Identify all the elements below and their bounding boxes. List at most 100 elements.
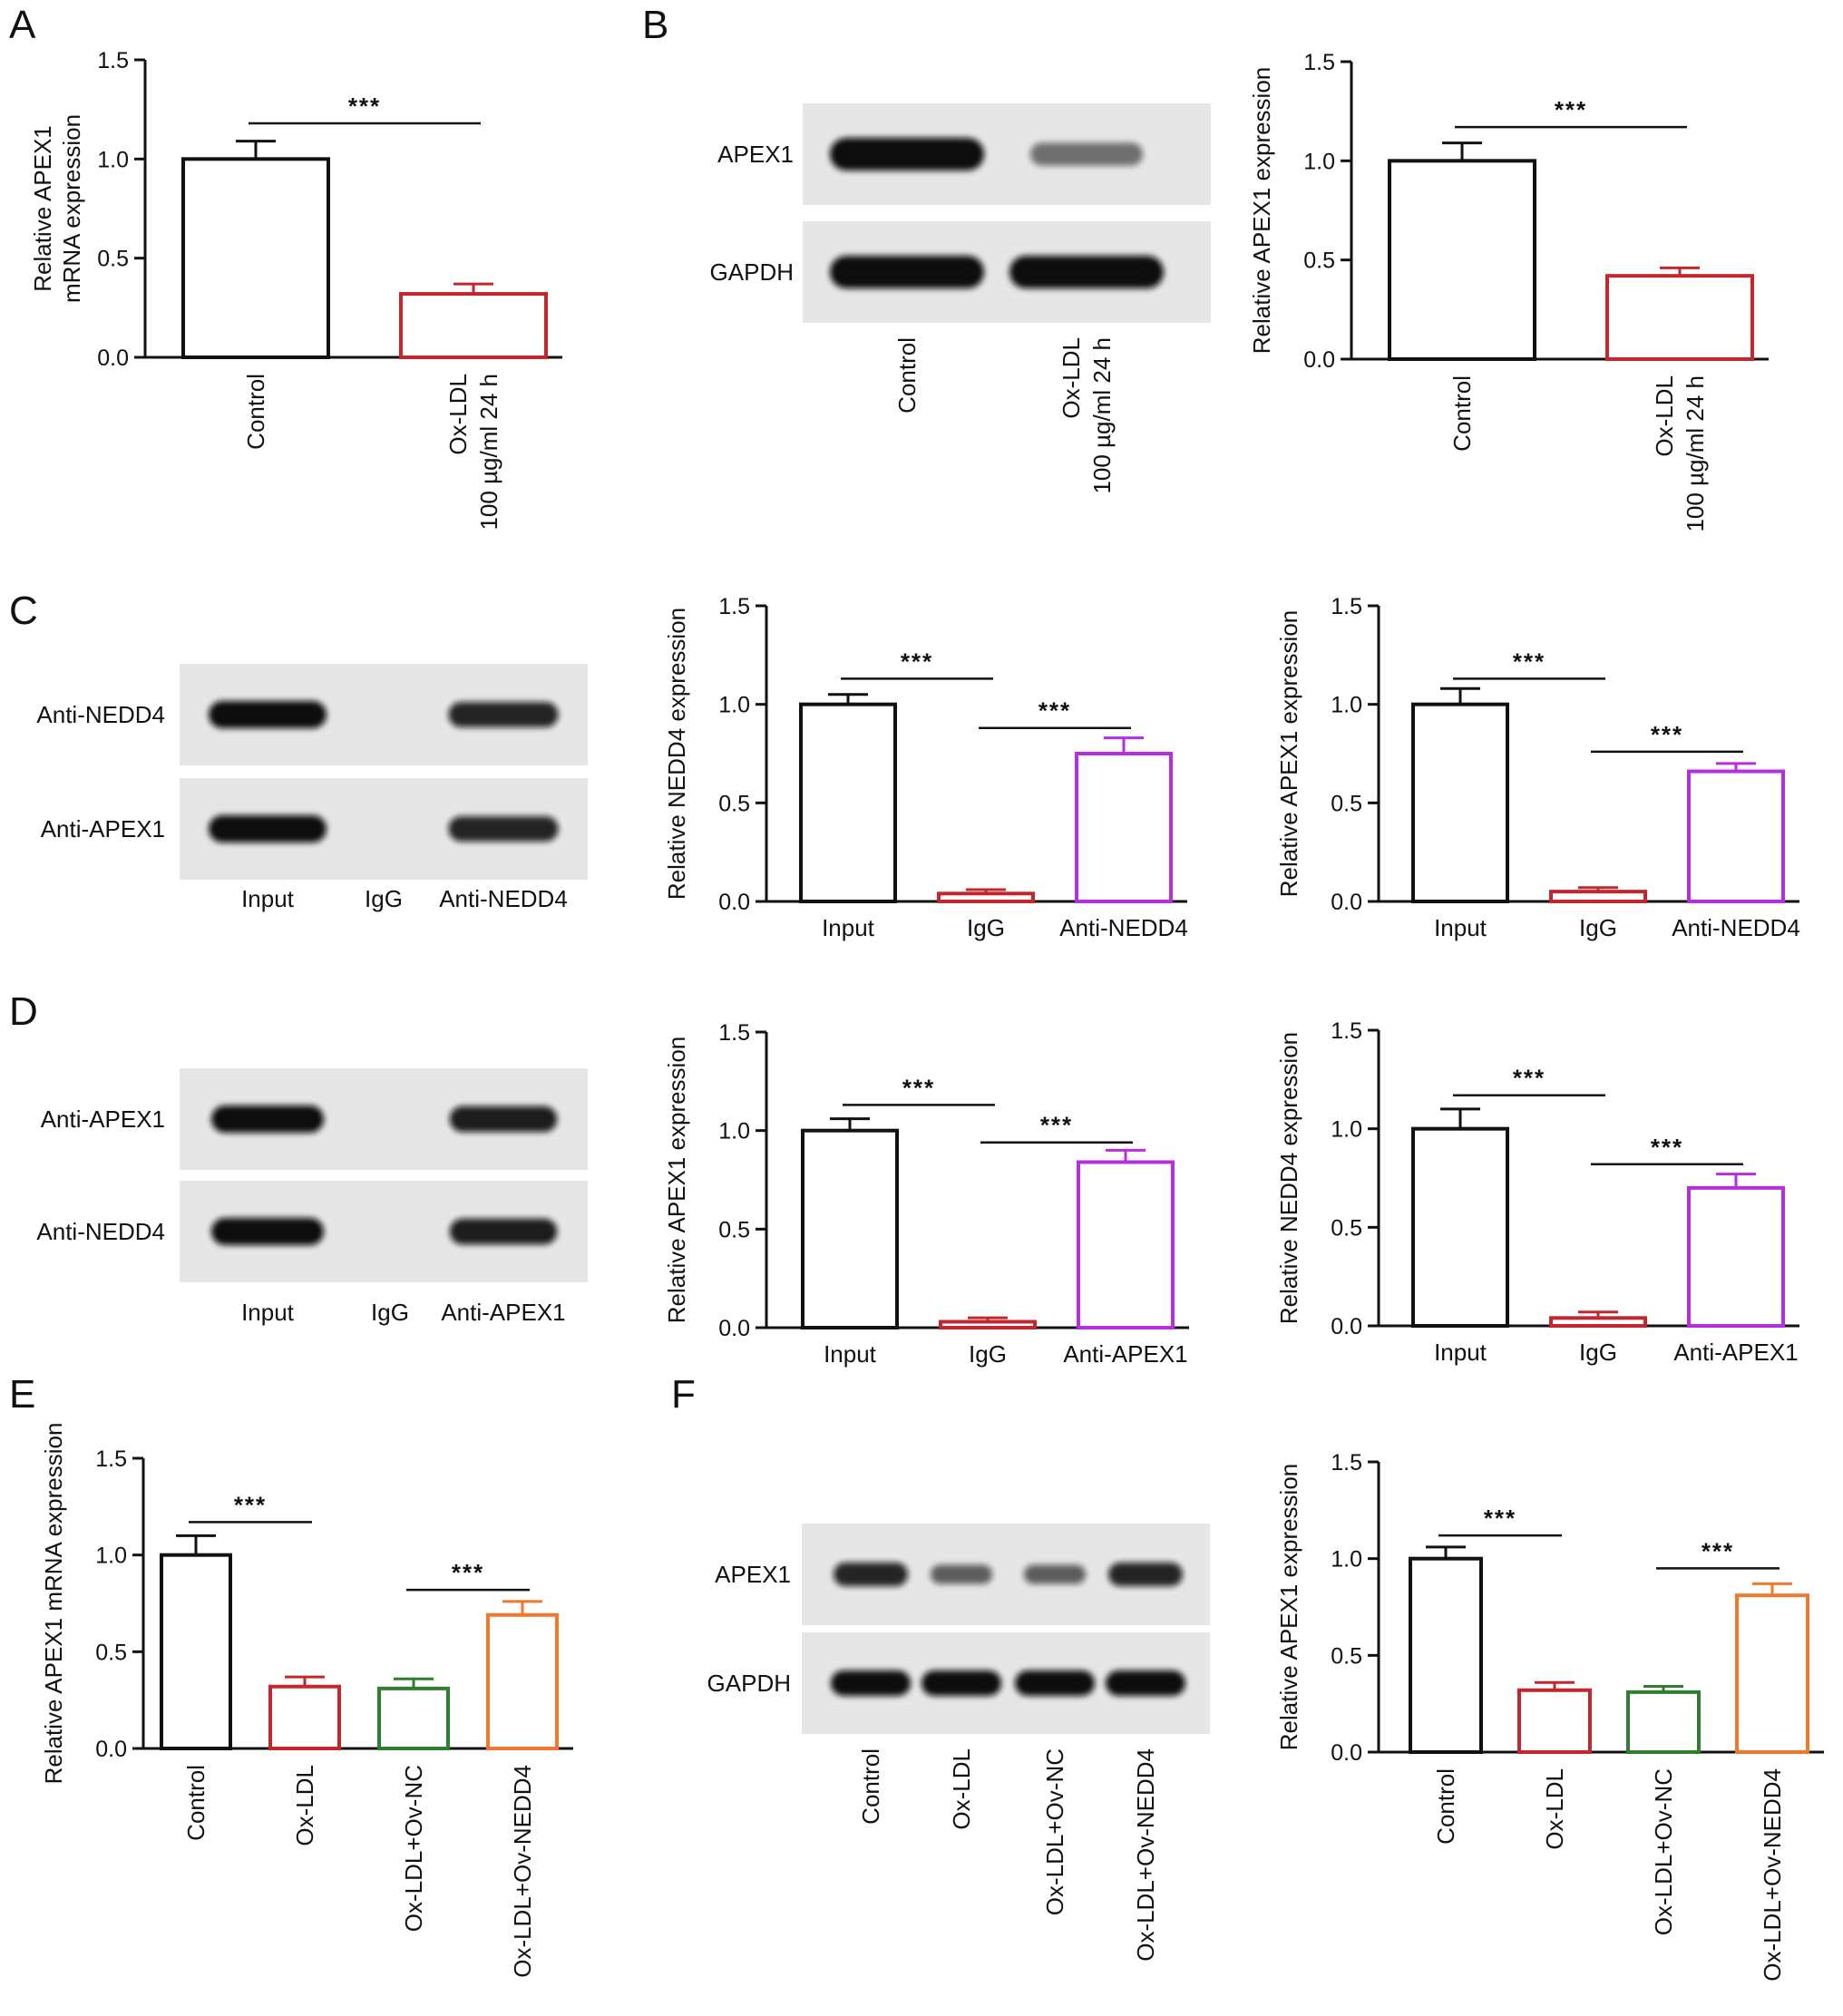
chart-a-y-tick-label: 0.0 [97, 346, 129, 371]
blot-f-band [922, 1670, 1001, 1696]
chart-c1-category-label: Input [822, 914, 875, 941]
chart-d1-y-tick-label: 0.5 [718, 1217, 750, 1242]
chart-c2-category-label: IgG [1579, 914, 1617, 941]
chart-a-significance-label: *** [348, 93, 381, 120]
blot-d-band [449, 1218, 558, 1245]
chart-a-y-axis-title-line: mRNA expression [58, 114, 85, 303]
blot-b-lane-label-line: Ox-LDL [1058, 337, 1085, 419]
chart-b-category-label-line: Control [1448, 375, 1476, 452]
chart-d2-bar [1549, 1316, 1647, 1328]
blot-f-lane-label: Control [857, 1748, 884, 1825]
chart-f-significance-label: *** [1702, 1537, 1734, 1564]
chart-b-category-label-line: Ox-LDL [1651, 375, 1678, 457]
blot-d-row-label: Anti-APEX1 [41, 1105, 165, 1133]
chart-c2-bar [1687, 769, 1785, 903]
chart-a-y-tick-label: 1.5 [97, 48, 129, 73]
blot-c-band [209, 815, 327, 842]
chart-d1-bar [801, 1128, 899, 1329]
panel-letters: A B C D E F [9, 3, 696, 1417]
chart-d1-category-label: Anti-APEX1 [1063, 1340, 1187, 1368]
blot-f-lane-label: Ox-LDL+Ov-NC [1041, 1748, 1068, 1915]
chart-d2-bar [1411, 1126, 1509, 1328]
blot-d-lane-label: IgG [371, 1299, 409, 1326]
blot-f-band [1106, 1670, 1185, 1696]
chart-b-bar [1388, 159, 1536, 361]
blot-d-band [211, 1105, 324, 1133]
chart-f: 0.0 0.5 1.0 1.5 Relative APEX1 expression Con… [1275, 1450, 1824, 1982]
blot-f-band [1107, 1563, 1184, 1586]
chart-e-y-tick-label: 1.0 [95, 1544, 127, 1569]
chart-e-y-axis-title-line: Relative APEX1 mRNA expression [40, 1423, 67, 1785]
blot-b-band [1029, 142, 1144, 166]
blot-f-lane-label-line: Control [857, 1748, 884, 1825]
blot-c-lane-label: IgG [365, 885, 403, 912]
chart-e-category-label: Ox-LDL+Ov-NEDD4 [509, 1765, 536, 1978]
chart-e-category-label-line: Control [182, 1765, 210, 1841]
chart-f-bar [1409, 1556, 1483, 1754]
chart-b-y-tick-label: 0.0 [1303, 347, 1335, 373]
chart-c2-y-tick-label: 0.0 [1331, 890, 1362, 915]
chart-e-y-tick-label: 0.0 [95, 1737, 127, 1762]
chart-f-significance-label: *** [1484, 1505, 1516, 1532]
blot-c-lane-label: Anti-NEDD4 [439, 885, 568, 912]
blot-b-lane-label-line: 100 µg/ml 24 h [1088, 337, 1116, 494]
chart-d2-category-label: Anti-APEX1 [1673, 1339, 1798, 1366]
chart-e-y-tick-label: 0.5 [95, 1640, 127, 1665]
chart-a-category-label-line: Control [242, 374, 269, 450]
chart-d2-y-tick-label: 0.0 [1331, 1314, 1362, 1339]
chart-c1-y-axis-title-line: Relative NEDD4 expression [663, 608, 690, 900]
chart-c1-y-tick-label: 1.0 [718, 693, 750, 718]
chart-c1-y-axis-title: Relative NEDD4 expression [663, 608, 690, 900]
panel-letter-e: E [9, 1372, 35, 1417]
chart-f-category-label: Control [1432, 1768, 1459, 1845]
blot-f: APEX1 GAPDH Control Ox-LDL Ox-LDL+Ov-NC Ox-LD… [707, 1524, 1210, 1962]
chart-c2-y-tick-label: 0.5 [1331, 791, 1362, 816]
chart-f-category-label: Ox-LDL+Ov-NC [1650, 1768, 1677, 1935]
chart-f-category-label-line: Ox-LDL+Ov-NEDD4 [1759, 1768, 1786, 1982]
chart-c1-significance-label: *** [901, 648, 933, 675]
chart-d1: 0.0 0.5 1.0 1.5 Relative APEX1 expression Inp… [663, 1020, 1189, 1368]
blot-b-row-label: GAPDH [710, 258, 794, 286]
chart-e-bar [160, 1553, 232, 1750]
chart-e-category-label-line: Ox-LDL [291, 1765, 318, 1846]
blot-f-band [1015, 1670, 1095, 1696]
blot-b-lane-label-line: Control [893, 337, 921, 414]
chart-b-category-label: Ox-LDL 100 µg/ml 24 h [1651, 375, 1709, 532]
chart-a-category-label: Ox-LDL 100 µg/ml 24 h [444, 374, 502, 531]
chart-f-category-label-line: Control [1432, 1768, 1459, 1845]
chart-c1-category-label: IgG [967, 914, 1005, 941]
chart-b-bar [1605, 274, 1754, 361]
chart-b-category-label: Control [1448, 375, 1476, 452]
chart-d1-y-tick-label: 1.5 [718, 1020, 750, 1046]
chart-d2-y-tick-label: 1.5 [1331, 1018, 1362, 1044]
chart-f-y-tick-label: 1.5 [1331, 1450, 1362, 1475]
chart-e-category-label-line: Ox-LDL+Ov-NEDD4 [509, 1765, 536, 1978]
chart-c1-y-tick-label: 0.5 [718, 791, 750, 816]
blot-f-band [1023, 1564, 1087, 1584]
blot-d-lane-label: Input [241, 1299, 295, 1326]
chart-c1: 0.0 0.5 1.0 1.5 Relative NEDD4 expression Inp… [663, 594, 1188, 941]
chart-d1-bar [1077, 1160, 1175, 1329]
blot-d-lane-label: Anti-APEX1 [441, 1299, 565, 1326]
chart-e-bar [377, 1686, 450, 1751]
chart-b-significance-label: *** [1555, 96, 1587, 123]
chart-d1-y-axis-title: Relative APEX1 expression [663, 1037, 690, 1324]
chart-d1-y-tick-label: 0.0 [718, 1316, 750, 1341]
chart-f-category-label: Ox-LDL [1541, 1768, 1568, 1850]
chart-f-bar [1735, 1593, 1809, 1754]
panel-letter-a: A [9, 3, 36, 47]
chart-a-category-label-line: 100 µg/ml 24 h [475, 374, 502, 531]
chart-a-y-axis-title-line: Relative APEX1 [29, 125, 56, 292]
chart-c2: 0.0 0.5 1.0 1.5 Relative APEX1 expression Inp… [1275, 594, 1800, 941]
panel-letter-c: C [9, 589, 38, 633]
chart-d2-bar [1687, 1185, 1785, 1329]
chart-e-category-label: Ox-LDL+Ov-NC [400, 1765, 427, 1932]
chart-d1-category-label: IgG [969, 1340, 1007, 1368]
chart-d2: 0.0 0.5 1.0 1.5 Relative NEDD4 expression Inp… [1275, 1018, 1799, 1366]
chart-f-category-label: Ox-LDL+Ov-NEDD4 [1759, 1768, 1786, 1982]
chart-b: 0.0 0.5 1.0 1.5 Relative APEX1 expression Con… [1248, 50, 1769, 532]
chart-c1-bar [1075, 752, 1173, 903]
blot-f-row-label: GAPDH [707, 1670, 791, 1697]
blot-f-lane-label-line: Ox-LDL+Ov-NEDD4 [1132, 1748, 1159, 1962]
chart-e-category-label: Control [182, 1765, 210, 1841]
